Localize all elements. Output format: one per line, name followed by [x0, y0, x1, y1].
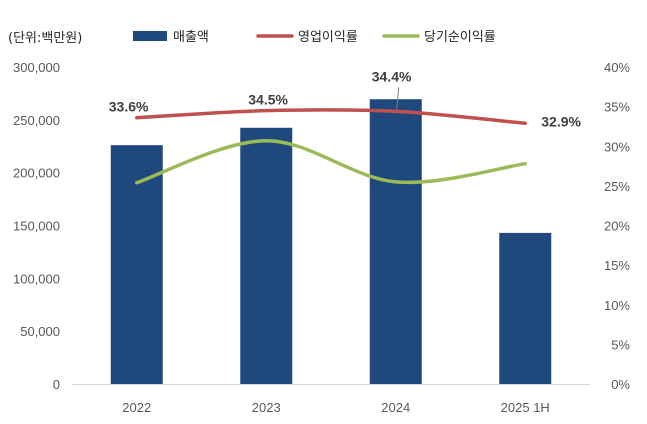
data-label: 34.5%: [248, 92, 288, 108]
bar-series: [110, 99, 552, 384]
line-operating-margin: [135, 108, 527, 126]
right-tick-label: 20%: [604, 219, 630, 234]
bar-2023: [240, 127, 293, 384]
left-tick-label: 200,000: [13, 166, 60, 181]
legend: 매출액 영업이익률 당기순이익률: [133, 30, 496, 45]
x-tick-label: 2023: [252, 400, 281, 415]
legend-label: 당기순이익률: [424, 30, 496, 45]
legend-label: 매출액: [173, 30, 209, 45]
bar-2024: [369, 99, 422, 384]
legend-swatch-bar: [133, 31, 167, 41]
line-series: [135, 108, 527, 185]
data-label: 34.4%: [372, 68, 412, 84]
right-tick-label: 25%: [604, 179, 630, 194]
line-net-margin: [135, 138, 527, 185]
data-label: 33.6%: [109, 99, 149, 115]
left-tick-label: 150,000: [13, 219, 60, 234]
leader-line: [396, 87, 400, 110]
right-tick-label: 40%: [604, 60, 630, 75]
left-tick-label: 0: [53, 377, 60, 392]
right-axis-ticks: 0% 5% 10% 15% 20% 25% 30% 35% 40%: [604, 60, 630, 392]
left-tick-label: 100,000: [13, 271, 60, 286]
right-tick-label: 15%: [604, 258, 630, 273]
unit-label: (단위:백만원): [8, 31, 82, 46]
x-tick-label: 2025 1H: [501, 400, 550, 415]
bar-2022: [110, 145, 163, 384]
x-axis-ticks: 2022 2023 2024 2025 1H: [122, 400, 550, 415]
right-tick-label: 30%: [604, 139, 630, 154]
legend-label: 영업이익률: [298, 30, 358, 45]
bar-2025-1H: [499, 232, 552, 384]
right-tick-label: 0%: [611, 377, 630, 392]
right-tick-label: 10%: [604, 298, 630, 313]
data-label: 32.9%: [541, 113, 581, 129]
left-tick-label: 50,000: [20, 324, 60, 339]
left-tick-label: 250,000: [13, 113, 60, 128]
right-tick-label: 35%: [604, 100, 630, 115]
left-tick-label: 300,000: [13, 60, 60, 75]
right-tick-label: 5%: [611, 337, 630, 352]
left-axis-ticks: 0 50,000 100,000 150,000 200,000 250,000 300,0…: [13, 60, 60, 392]
data-labels: 33.6% 34.5% 34.4% 32.9%: [109, 68, 582, 129]
x-tick-label: 2024: [381, 400, 410, 415]
x-tick-label: 2022: [122, 400, 151, 415]
